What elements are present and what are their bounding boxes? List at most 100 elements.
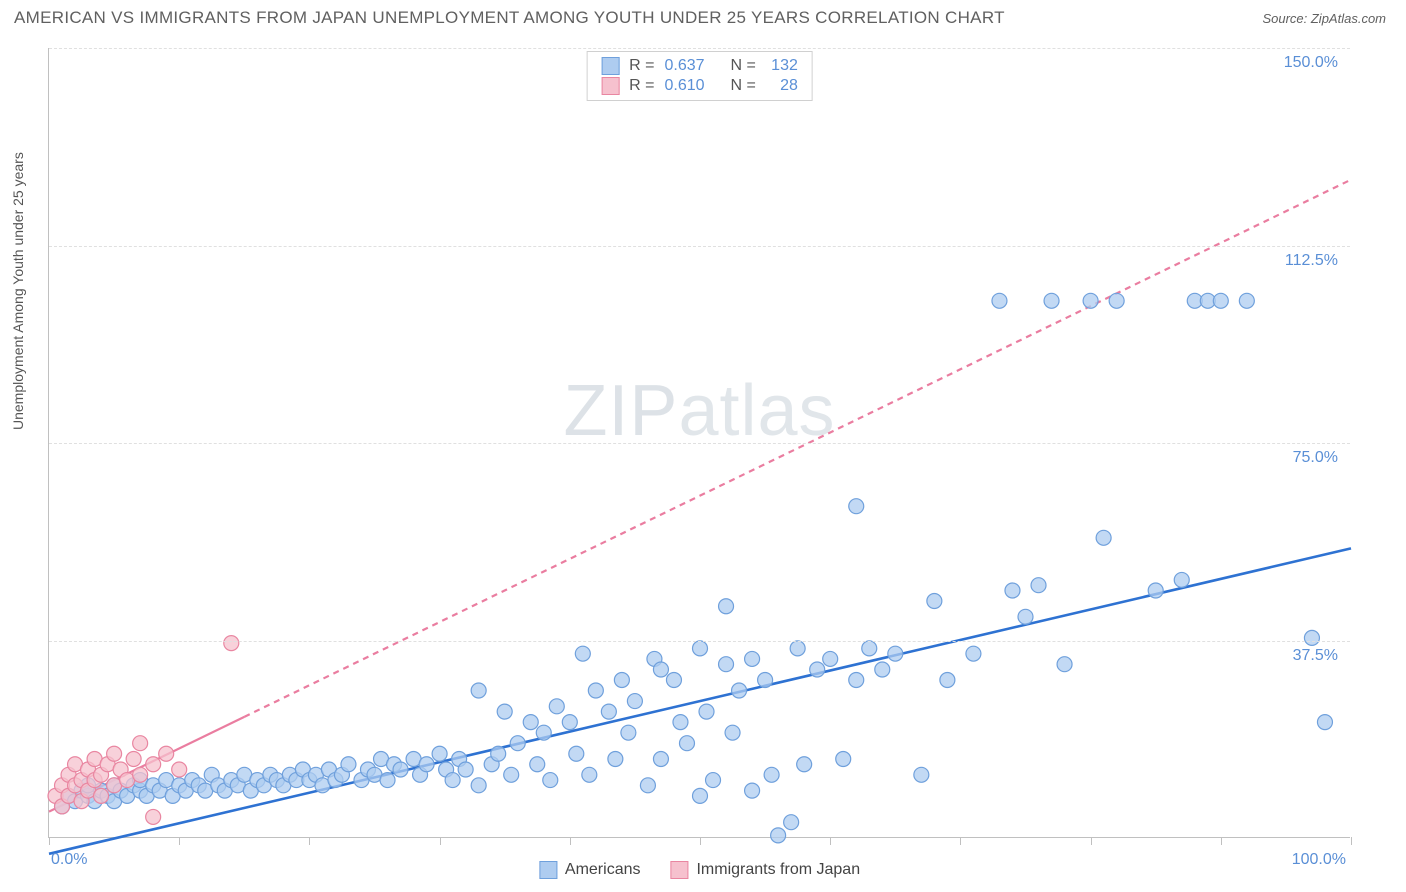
data-point	[1317, 715, 1332, 730]
data-point	[146, 809, 161, 824]
data-point	[445, 773, 460, 788]
data-point	[569, 746, 584, 761]
legend-swatch	[601, 77, 619, 95]
data-point	[530, 757, 545, 772]
legend-r-value: 0.610	[664, 77, 704, 95]
data-point	[706, 773, 721, 788]
data-point	[810, 662, 825, 677]
x-tick	[440, 837, 441, 845]
grid-line	[49, 443, 1350, 444]
data-point	[1174, 572, 1189, 587]
data-point	[380, 773, 395, 788]
chart-title: AMERICAN VS IMMIGRANTS FROM JAPAN UNEMPL…	[14, 8, 1005, 28]
data-point	[966, 646, 981, 661]
legend-bottom-item: Americans	[539, 861, 641, 879]
legend-n-value: 28	[766, 77, 798, 95]
data-point	[732, 683, 747, 698]
data-point	[601, 704, 616, 719]
data-point	[588, 683, 603, 698]
data-point	[764, 767, 779, 782]
x-tick	[1221, 837, 1222, 845]
data-point	[504, 767, 519, 782]
data-point	[432, 746, 447, 761]
data-point	[1213, 293, 1228, 308]
data-point	[159, 746, 174, 761]
data-point	[745, 783, 760, 798]
legend-series-name: Immigrants from Japan	[696, 861, 860, 879]
y-tick-label: 37.5%	[1293, 647, 1338, 665]
legend-row: R =0.610N =28	[601, 76, 798, 96]
legend-swatch	[670, 861, 688, 879]
data-point	[107, 746, 122, 761]
data-point	[888, 646, 903, 661]
data-point	[510, 736, 525, 751]
trend-line-dashed	[244, 180, 1351, 717]
x-tick-label: 100.0%	[1292, 851, 1346, 869]
legend-r-label: R =	[629, 57, 654, 75]
data-point	[992, 293, 1007, 308]
x-tick-label: 0.0%	[51, 851, 87, 869]
data-point	[927, 594, 942, 609]
data-point	[849, 673, 864, 688]
data-point	[1018, 609, 1033, 624]
data-point	[849, 499, 864, 514]
data-point	[614, 673, 629, 688]
legend-row: R = 0.637 N = 132	[601, 56, 798, 76]
legend-swatch	[601, 57, 619, 75]
chart-plot-area: ZIPatlas R =0.637N =132R =0.610N =28 Ame…	[48, 48, 1350, 838]
x-tick	[1351, 837, 1352, 845]
data-point	[224, 636, 239, 651]
data-point	[693, 788, 708, 803]
data-point	[1304, 630, 1319, 645]
chart-source: Source: ZipAtlas.com	[1262, 11, 1386, 26]
data-point	[536, 725, 551, 740]
data-point	[1083, 293, 1098, 308]
data-point	[419, 757, 434, 772]
data-point	[836, 752, 851, 767]
x-tick	[830, 837, 831, 845]
grid-line	[49, 246, 1350, 247]
x-tick	[960, 837, 961, 845]
data-point	[1057, 657, 1072, 672]
data-point	[562, 715, 577, 730]
y-tick-label: 150.0%	[1284, 54, 1338, 72]
data-point	[862, 641, 877, 656]
data-point	[823, 651, 838, 666]
data-point	[471, 683, 486, 698]
x-tick	[1091, 837, 1092, 845]
data-point	[699, 704, 714, 719]
legend-n-label: N =	[731, 57, 756, 75]
y-tick-label: 75.0%	[1293, 449, 1338, 467]
data-point	[790, 641, 805, 656]
data-point	[497, 704, 512, 719]
legend-n-value: 132	[766, 57, 798, 75]
data-point	[491, 746, 506, 761]
x-tick	[49, 837, 50, 845]
data-point	[875, 662, 890, 677]
data-point	[133, 767, 148, 782]
data-point	[549, 699, 564, 714]
y-tick-label: 112.5%	[1285, 252, 1338, 270]
legend-r-value: 0.637	[664, 57, 704, 75]
data-point	[94, 788, 109, 803]
data-point	[679, 736, 694, 751]
data-point	[1031, 578, 1046, 593]
data-point	[771, 828, 786, 843]
data-point	[133, 736, 148, 751]
data-point	[745, 651, 760, 666]
data-point	[758, 673, 773, 688]
data-point	[940, 673, 955, 688]
data-point	[1096, 530, 1111, 545]
x-tick	[179, 837, 180, 845]
data-point	[1239, 293, 1254, 308]
legend-bottom: Americans Immigrants from Japan	[539, 861, 860, 879]
data-point	[914, 767, 929, 782]
data-point	[575, 646, 590, 661]
grid-line	[49, 641, 1350, 642]
data-point	[666, 673, 681, 688]
data-point	[1148, 583, 1163, 598]
data-point	[582, 767, 597, 782]
data-point	[693, 641, 708, 656]
data-point	[146, 757, 161, 772]
data-point	[1109, 293, 1124, 308]
